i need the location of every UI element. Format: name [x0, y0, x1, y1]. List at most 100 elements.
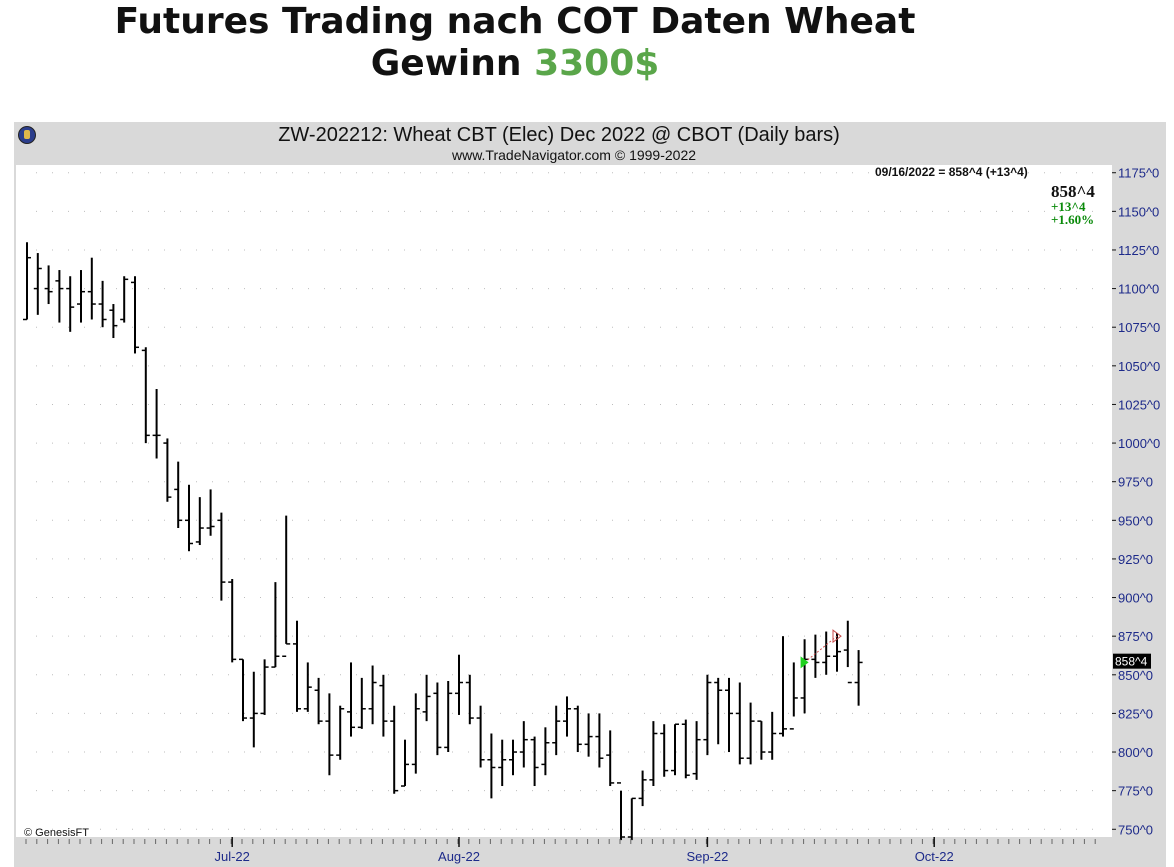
ohlc-bar — [249, 671, 258, 748]
ohlc-bar — [87, 257, 96, 320]
ohlc-bar — [303, 662, 312, 712]
ohlc-bar — [476, 705, 485, 768]
x-axis: Jul-22 Aug-22 Sep-22 Oct-22 — [25, 837, 1096, 864]
ohlc-bar — [573, 705, 582, 753]
ohlc-bar — [811, 634, 820, 678]
info-change: +13^4 — [1051, 199, 1086, 214]
ohlc-bar — [163, 438, 172, 502]
ohlc-bar — [390, 705, 399, 794]
ohlc-bar — [552, 705, 561, 756]
x-tick-label: Jul-22 — [214, 849, 249, 864]
exit-arrow-icon — [832, 629, 842, 644]
y-axis: 1175^0 1150^0 1125^0 1100^0 1075^0 1050^0 1025… — [1112, 166, 1160, 837]
ohlc-bar — [293, 620, 301, 712]
trade-markers — [800, 629, 842, 669]
ohlc-bar — [368, 665, 377, 725]
ohlc-bar — [120, 276, 129, 323]
last-price-marker: 858^4 — [1113, 653, 1151, 669]
ohlc-bar — [433, 682, 442, 756]
profit-headline: Gewinn 3300$ — [0, 42, 1030, 86]
last-price-label: 858^4 — [1115, 655, 1148, 669]
info-change-pct: +1.60% — [1051, 212, 1094, 227]
ohlc-bar — [692, 721, 701, 780]
ohlc-bar — [206, 489, 215, 536]
ohlc-bar — [617, 782, 625, 841]
page-headline: Futures Trading nach COT Daten Wheat — [114, 1, 916, 42]
profit-label: Gewinn — [370, 43, 522, 84]
ohlc-bar — [98, 280, 107, 328]
ohlc-bar — [509, 739, 517, 776]
y-tick-label: 750^0 — [1118, 822, 1153, 837]
ohlc-bar — [649, 721, 658, 787]
ohlc-bar — [77, 270, 85, 323]
ohlc-bar — [314, 677, 323, 725]
y-tick-label: 1075^0 — [1118, 320, 1160, 335]
y-tick-label: 825^0 — [1118, 706, 1153, 721]
ohlc-bar — [703, 674, 712, 756]
y-tick-label: 975^0 — [1118, 475, 1153, 490]
profit-amount: 3300$ — [534, 43, 660, 84]
y-tick-label: 950^0 — [1118, 513, 1153, 528]
ohlc-bar — [660, 724, 669, 777]
ohlc-bar — [411, 693, 420, 774]
ohlc-bar — [530, 736, 539, 787]
ohlc-bar — [465, 674, 474, 725]
ohlc-bar — [217, 512, 226, 601]
y-tick-label: 1100^0 — [1118, 282, 1159, 297]
ohlc-bar — [606, 730, 615, 787]
y-tick-label: 775^0 — [1118, 784, 1153, 799]
genesisft-credit: © GenesisFT — [24, 827, 89, 839]
ohlc-bar — [822, 631, 831, 675]
y-tick-label: 1050^0 — [1118, 359, 1160, 374]
info-summary: 09/16/2022 = 858^4 (+13^4) — [875, 165, 1028, 179]
ohlc-bar — [357, 677, 366, 729]
ohlc-bar — [239, 658, 247, 722]
y-tick-label: 1000^0 — [1118, 436, 1160, 451]
ohlc-bar — [55, 270, 64, 323]
y-tick-label: 1150^0 — [1118, 204, 1159, 219]
ohlc-bar — [23, 242, 31, 321]
chart-title: ZW-202212: Wheat CBT (Elec) Dec 2022 @ C… — [278, 124, 840, 146]
ohlc-bar — [44, 265, 53, 305]
ohlc-bar — [325, 693, 334, 776]
trade-line — [804, 635, 838, 663]
ohlc-bar — [563, 696, 571, 737]
ohlc-bar — [379, 674, 388, 737]
y-tick-label: 925^0 — [1118, 552, 1153, 567]
y-tick-label: 1125^0 — [1118, 243, 1159, 258]
ohlc-bar — [152, 389, 161, 459]
x-tick-label: Sep-22 — [686, 849, 728, 864]
ohlc-bar — [843, 620, 852, 684]
ohlc-bar — [487, 733, 496, 799]
plot-area — [16, 165, 1112, 837]
ohlc-bar — [519, 721, 528, 768]
ohlc-bar — [401, 739, 409, 787]
ohlc-bar — [681, 719, 690, 779]
x-tick-label: Aug-22 — [438, 849, 480, 864]
ohlc-bar — [336, 705, 345, 760]
ohlc-bar — [584, 713, 593, 757]
y-tick-label: 800^0 — [1118, 745, 1153, 760]
ohlc-bar — [789, 662, 798, 730]
ohlc-bar — [66, 276, 75, 332]
ohlc-bar — [638, 770, 647, 807]
y-tick-label: 850^0 — [1118, 668, 1153, 683]
ohlc-bar — [282, 515, 291, 658]
ohlc-bar — [714, 677, 723, 745]
ohlc-bar — [757, 720, 766, 760]
y-tick-label: 875^0 — [1118, 629, 1153, 644]
ohlc-bar — [228, 579, 237, 663]
ohlc-bar — [779, 636, 787, 737]
ohlc-bar — [347, 662, 355, 737]
last-price-box — [1113, 653, 1151, 669]
y-tick-label: 900^0 — [1118, 591, 1153, 606]
trade-navigator-logo-icon — [18, 126, 36, 144]
ohlc-bar — [768, 711, 777, 760]
ohlc-bar — [455, 654, 463, 715]
ohlc-bar — [185, 484, 193, 552]
ohlc-bar — [422, 674, 431, 722]
ohlc-bar — [627, 797, 636, 841]
ohlc-bar — [195, 497, 204, 546]
ohlc-bar — [595, 713, 604, 768]
